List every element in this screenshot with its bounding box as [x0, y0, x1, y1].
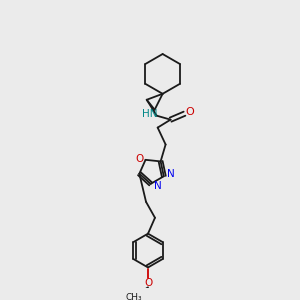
- Text: N: N: [154, 181, 161, 191]
- Text: O: O: [135, 154, 144, 164]
- Text: CH₃: CH₃: [126, 293, 142, 300]
- Text: N: N: [167, 169, 175, 179]
- Text: O: O: [185, 107, 194, 117]
- Text: O: O: [144, 278, 152, 288]
- Text: HN: HN: [142, 109, 158, 119]
